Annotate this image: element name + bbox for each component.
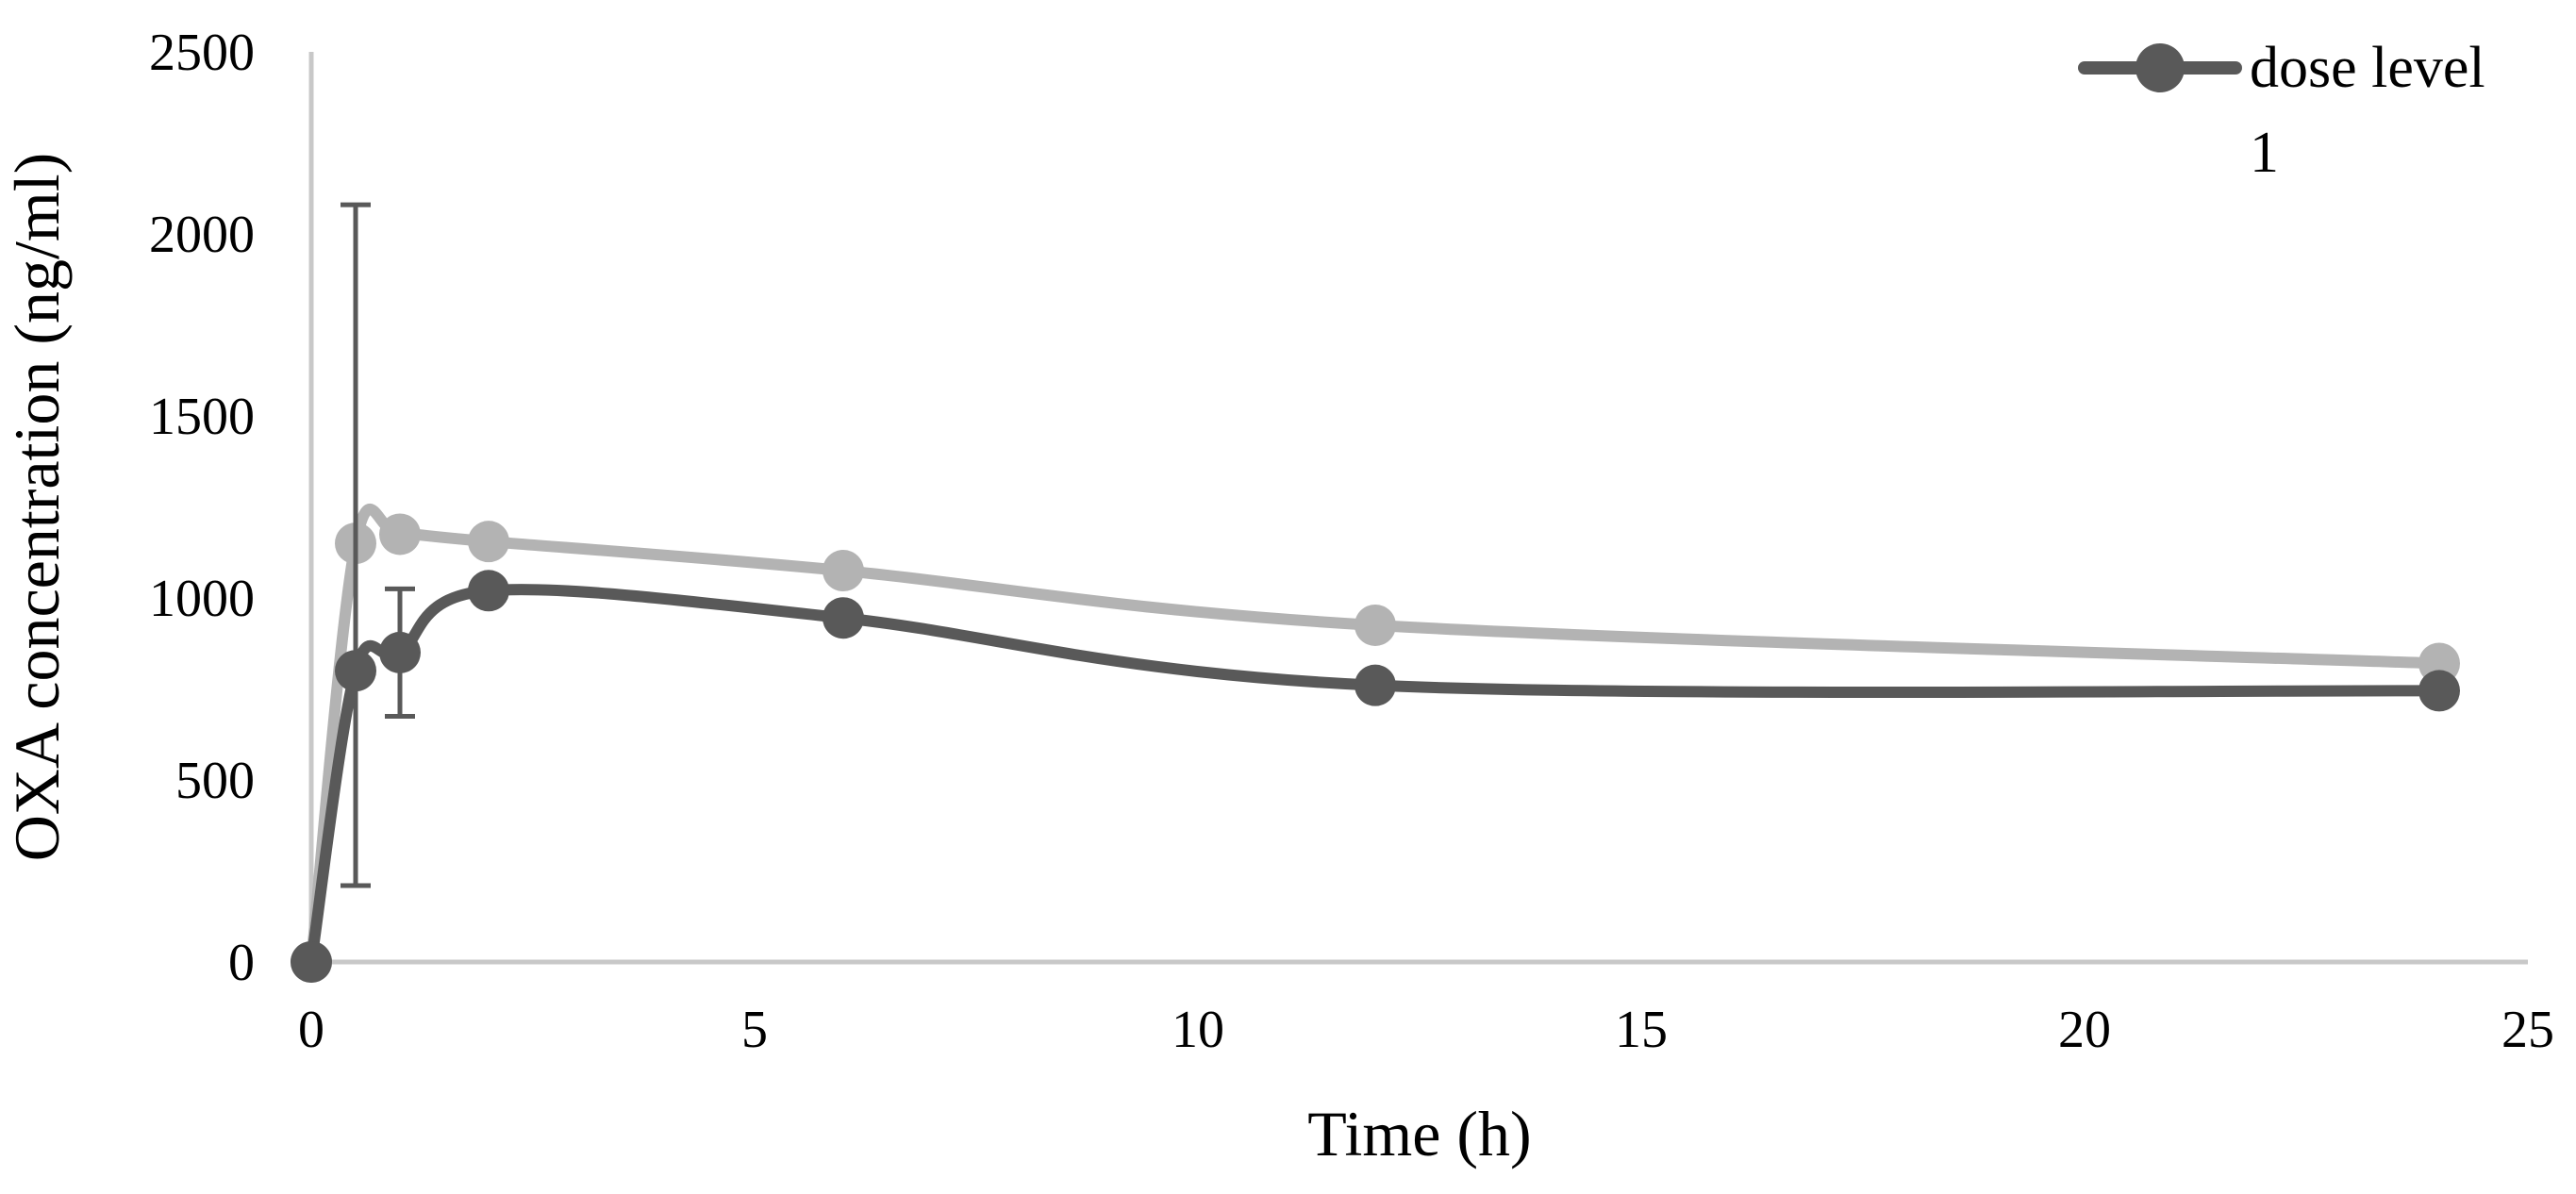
x-tick-label: 10 bbox=[1172, 1001, 1224, 1059]
series-2 bbox=[291, 503, 2460, 983]
x-axis-title: Time (h) bbox=[1307, 1098, 1531, 1169]
data-point bbox=[468, 521, 509, 563]
data-point bbox=[335, 650, 376, 692]
legend: dose level 1 bbox=[2078, 36, 2485, 185]
data-point bbox=[379, 631, 421, 673]
series-1 bbox=[291, 202, 2460, 983]
x-tick-label: 5 bbox=[741, 1001, 768, 1059]
data-point bbox=[823, 597, 864, 639]
data-point bbox=[468, 570, 509, 612]
y-tick-labels: 0 500 1000 1500 2000 2500 bbox=[149, 24, 255, 992]
legend-entry-label: dose level 1 bbox=[2250, 36, 2485, 185]
y-tick-label: 500 bbox=[175, 752, 255, 810]
data-point bbox=[823, 550, 864, 592]
data-point bbox=[2418, 670, 2460, 712]
x-tick-label: 25 bbox=[2501, 1001, 2554, 1059]
x-tick-label: 20 bbox=[2058, 1001, 2111, 1059]
data-point bbox=[379, 513, 421, 556]
x-tick-label: 15 bbox=[1615, 1001, 1668, 1059]
data-point bbox=[291, 941, 332, 983]
data-point bbox=[1354, 664, 1396, 706]
data-point bbox=[1354, 604, 1396, 646]
y-tick-label: 1000 bbox=[149, 570, 255, 628]
y-tick-label: 0 bbox=[228, 934, 255, 992]
y-tick-label: 2000 bbox=[149, 206, 255, 264]
series-layer bbox=[291, 202, 2460, 983]
y-tick-label: 1500 bbox=[149, 388, 255, 446]
x-tick-label: 0 bbox=[298, 1001, 324, 1059]
y-tick-label: 2500 bbox=[149, 24, 255, 82]
y-axis-title: OXA concentration (ng/ml) bbox=[1, 153, 73, 862]
legend-marker bbox=[2136, 43, 2185, 92]
axes bbox=[308, 52, 2528, 965]
x-tick-labels: 0 5 10 15 20 25 bbox=[298, 1001, 2554, 1059]
series-line bbox=[306, 503, 2445, 968]
